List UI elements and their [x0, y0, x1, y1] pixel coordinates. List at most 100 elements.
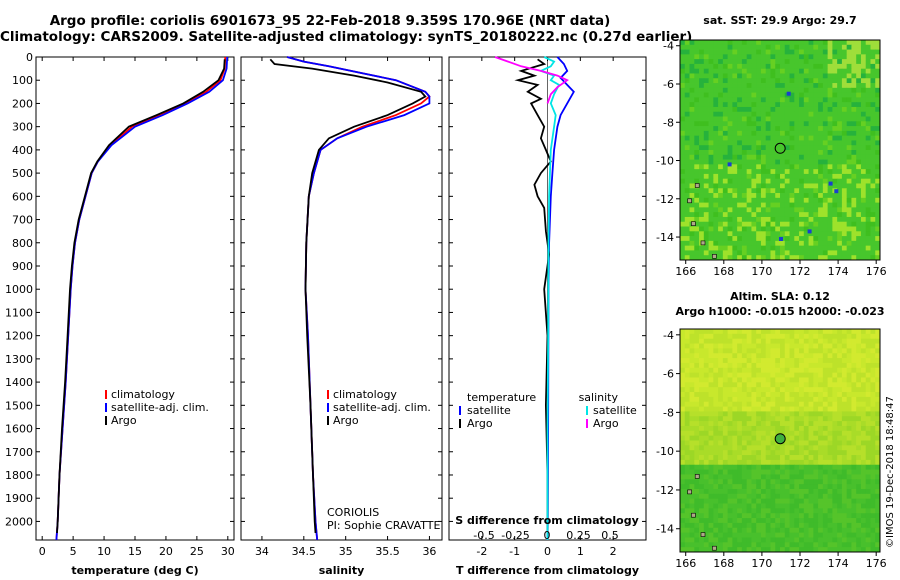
- sst_map-cell: [741, 150, 748, 156]
- sst_map-cell: [756, 188, 762, 194]
- sst_map-cell: [727, 245, 733, 251]
- sst_map-cell: [841, 126, 848, 132]
- sst_map-cell: [827, 73, 833, 79]
- sla_map-cell: [694, 382, 700, 388]
- sla_map-cell: [846, 445, 852, 451]
- sla_map-cell: [727, 450, 733, 456]
- sla_map-cell: [837, 353, 843, 359]
- sst_map-cell: [799, 236, 805, 242]
- sst_map-cell: [784, 126, 790, 132]
- sla_map-cell: [770, 522, 776, 529]
- sla_map-cell: [856, 362, 862, 369]
- sst_map-cell: [770, 154, 776, 160]
- sst_map-cell: [860, 102, 867, 108]
- sla_map-cell: [775, 348, 781, 354]
- sla_map-cell: [832, 348, 838, 354]
- sst_map-cell: [837, 236, 843, 242]
- sst_map-cell: [708, 236, 714, 242]
- sla_map-cell: [737, 537, 743, 543]
- sst_map-cell: [765, 240, 771, 247]
- sst_map-cell: [875, 183, 881, 189]
- sla_map-cell: [780, 518, 786, 524]
- sla_map-cell: [713, 382, 719, 388]
- sst_map-cell: [746, 245, 752, 251]
- sla_map-cell: [732, 411, 738, 417]
- depth-tick-label: 0: [26, 51, 33, 64]
- sla_map-cell: [875, 459, 881, 466]
- sla_map-cell: [832, 547, 838, 553]
- sst_map-cell: [875, 207, 881, 213]
- sst_map-cell: [680, 169, 686, 175]
- sla_map-cell: [713, 377, 719, 383]
- sla_map-cell: [860, 333, 867, 340]
- sst_map-cell: [856, 111, 862, 117]
- sla_map-cell: [703, 542, 709, 548]
- sst_map-cell: [770, 68, 776, 74]
- sst_map-cell: [784, 73, 790, 79]
- sst_map-cell: [818, 216, 824, 223]
- sst_map-cell: [727, 193, 733, 199]
- sla_map-cell: [813, 343, 819, 349]
- sla_map-cell: [870, 532, 876, 538]
- sst_map-cell: [846, 164, 852, 170]
- sla_map-cell: [832, 522, 838, 529]
- sst_map-cell: [722, 250, 729, 256]
- sst_map-cell: [741, 68, 748, 74]
- sst_map-cell: [875, 40, 881, 46]
- sla_map-cell: [722, 455, 729, 461]
- sst_map-cell: [722, 59, 729, 65]
- sla_map-cell: [746, 425, 752, 432]
- sst_map-cell: [718, 245, 724, 251]
- sla_map-cell: [737, 416, 743, 422]
- sla_map-cell: [841, 513, 848, 519]
- sst_map-cell: [751, 68, 757, 74]
- sst_map-cell: [808, 106, 814, 113]
- difference-line-s-argo: [494, 56, 569, 104]
- sst_map-cell: [775, 97, 781, 103]
- sst_map-cell: [684, 178, 690, 184]
- sla_map-cell: [870, 362, 876, 369]
- sst_map-cell: [818, 121, 824, 127]
- sla_map-cell: [746, 537, 752, 543]
- sla_map-cell: [732, 333, 738, 340]
- sla_map-cell: [794, 537, 800, 543]
- sst_map-cell: [751, 73, 757, 79]
- sst_map-cell: [703, 59, 709, 65]
- sla_map-cell: [775, 382, 781, 388]
- sst_map-cell: [722, 231, 729, 237]
- sst_map-cell: [799, 164, 805, 170]
- sla_map-cell: [732, 358, 738, 364]
- sst_map-cell: [694, 236, 700, 242]
- sla_map-cell: [856, 513, 862, 519]
- sla_map-cell: [760, 532, 767, 538]
- sla_map-cell: [799, 425, 805, 432]
- sst_map-cell: [799, 178, 805, 184]
- sla_map-cell: [746, 367, 752, 374]
- sla_map-cell: [860, 343, 867, 349]
- sla_map-cell: [684, 484, 690, 490]
- sla_map-cell: [737, 493, 743, 500]
- sst_map-cell: [751, 102, 757, 108]
- sla_map-cell: [746, 493, 752, 500]
- sla_map-cell: [708, 367, 714, 374]
- sst_map-cell: [746, 216, 752, 223]
- sla_map-cell: [794, 421, 800, 427]
- sst_map-cell: [837, 78, 843, 84]
- sla_map-cell: [846, 503, 852, 509]
- sst_map-cell: [780, 135, 786, 141]
- sla_map-cell: [722, 367, 729, 374]
- sst_map-cell: [789, 216, 795, 223]
- sst_map-cell: [846, 226, 852, 232]
- sla_map-cell: [794, 372, 800, 378]
- sst_map-cell: [841, 245, 848, 251]
- sst_map-cell: [846, 250, 852, 256]
- sla_map-cell: [808, 406, 814, 412]
- sst_map-cell: [732, 121, 738, 127]
- sla_map-cell: [694, 338, 700, 344]
- sla_map-cell: [841, 527, 848, 534]
- salinity-xtick-label: 36: [422, 545, 436, 558]
- sla_map-cell: [794, 348, 800, 354]
- sla_map-cell: [751, 387, 757, 393]
- sst_map-cell: [780, 54, 786, 60]
- sst_map-cell: [703, 116, 709, 122]
